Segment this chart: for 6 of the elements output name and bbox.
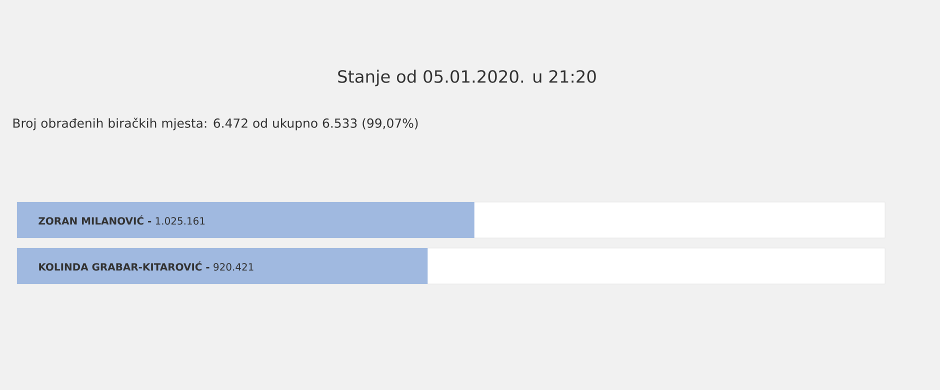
data-label: 1.025.161	[156, 217, 205, 225]
y-tick-label: KOLINDA GRABAR-KITAROVIĆ -	[39, 261, 210, 271]
chart-subtitle: Broj obrađenih biračkih mjesta: 6.472 od ukupno 6.533 (99,07%)	[13, 118, 418, 130]
chart-title: Stanje od 05.01.2020. u 21:20	[338, 70, 596, 86]
y-tick-label: ZORAN MILANOVIĆ -	[38, 215, 152, 225]
data-label: 920.421	[214, 263, 254, 271]
